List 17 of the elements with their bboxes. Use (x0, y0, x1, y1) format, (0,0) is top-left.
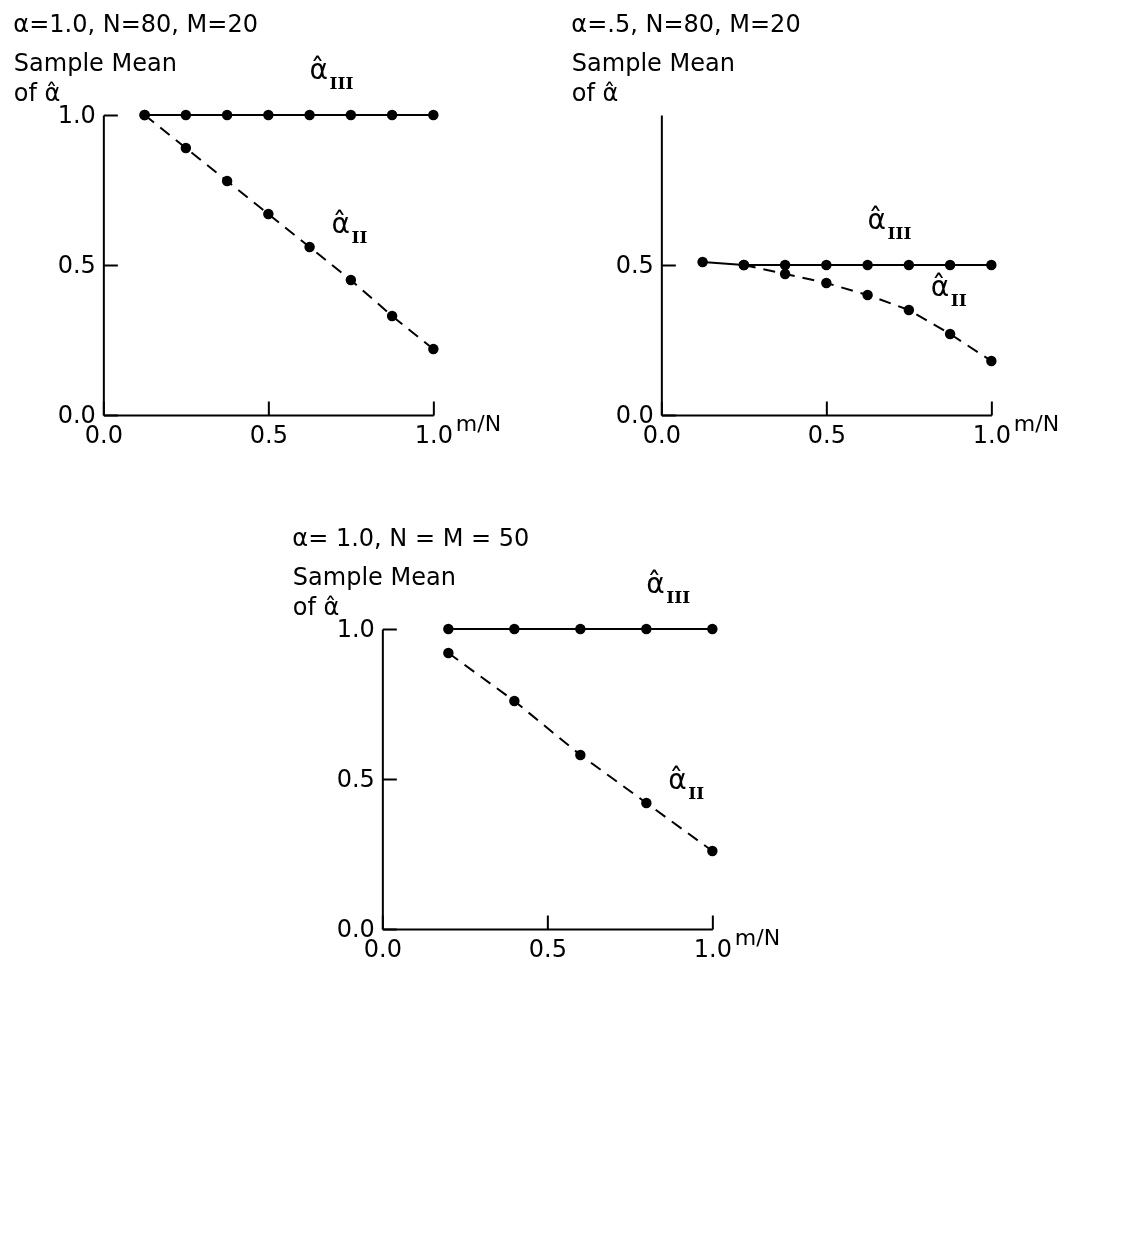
x-axis-title: m/N (734, 924, 781, 950)
chart-title: α=1.0, N=80, M=20 (13, 10, 258, 38)
x-tick-label: 1.0 (414, 420, 453, 449)
x-tick-label: 0.5 (807, 420, 846, 449)
x-tick-label: 1.0 (693, 934, 732, 963)
x-tick-label: 1.0 (972, 420, 1011, 449)
x-tick-label: 0.5 (528, 934, 567, 963)
x-tick-label: 0.5 (249, 420, 288, 449)
y-axis-title: Sample Mean of α̂ (571, 48, 735, 107)
y-tick-label: 0.5 (336, 764, 375, 793)
x-axis-title: m/N (455, 410, 502, 436)
chart-title: α=.5, N=80, M=20 (571, 10, 801, 38)
x-axis-title: m/N (1013, 410, 1060, 436)
y-tick-label: 1.0 (57, 100, 96, 129)
y-tick-label: 1.0 (336, 614, 375, 643)
chart-title: α= 1.0, N = M = 50 (292, 524, 530, 552)
y-tick-label: 0.5 (57, 250, 96, 279)
